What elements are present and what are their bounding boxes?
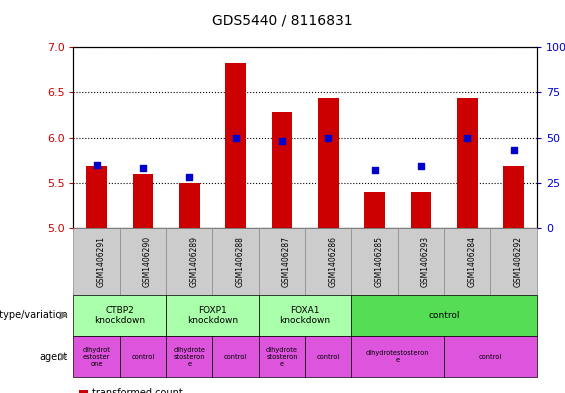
Text: control: control (131, 354, 155, 360)
Text: GSM1406288: GSM1406288 (236, 236, 245, 287)
Text: GSM1406291: GSM1406291 (97, 236, 106, 287)
Point (92, 162, 101, 168)
Text: dihydrote
stosteron
e: dihydrote stosteron e (173, 347, 205, 367)
Bar (86, 167, 107, 228)
Text: GSM1406286: GSM1406286 (328, 236, 337, 287)
Bar (364, 192, 385, 228)
Bar (318, 98, 338, 228)
Text: genotype/variation: genotype/variation (0, 310, 68, 320)
Text: GSM1406284: GSM1406284 (467, 236, 476, 287)
Point (324, 134, 333, 141)
Text: dihydrote
stosteron
e: dihydrote stosteron e (266, 347, 298, 367)
Text: GDS5440 / 8116831: GDS5440 / 8116831 (212, 13, 353, 28)
Bar (411, 192, 431, 228)
Point (231, 134, 240, 141)
Point (509, 147, 518, 153)
Bar (133, 174, 153, 228)
Point (463, 134, 472, 141)
Point (416, 163, 425, 170)
Bar (272, 112, 292, 228)
Point (370, 167, 379, 173)
Text: CTBP2
knockdown: CTBP2 knockdown (94, 306, 145, 325)
Text: control: control (428, 311, 460, 320)
Text: GSM1406289: GSM1406289 (189, 236, 198, 287)
Bar (179, 183, 199, 228)
Text: FOXA1
knockdown: FOXA1 knockdown (280, 306, 331, 325)
Text: GSM1406292: GSM1406292 (514, 236, 523, 287)
Text: control: control (316, 354, 340, 360)
Bar (225, 62, 246, 228)
Point (138, 165, 147, 171)
Text: FOXP1
knockdown: FOXP1 knockdown (187, 306, 238, 325)
Text: transformed count: transformed count (92, 388, 182, 393)
Text: agent: agent (40, 352, 68, 362)
Bar (457, 98, 477, 228)
Point (277, 138, 286, 144)
Text: GSM1406287: GSM1406287 (282, 236, 291, 287)
Text: dihydrot
estoster
one: dihydrot estoster one (82, 347, 111, 367)
Text: GSM1406285: GSM1406285 (375, 236, 384, 287)
Text: control: control (224, 354, 247, 360)
Point (185, 174, 194, 180)
Bar (503, 167, 524, 228)
Text: GSM1406290: GSM1406290 (143, 236, 152, 287)
Text: GSM1406293: GSM1406293 (421, 236, 430, 287)
Text: dihydrotestosteron
e: dihydrotestosteron e (366, 350, 429, 363)
Text: control: control (479, 354, 502, 360)
